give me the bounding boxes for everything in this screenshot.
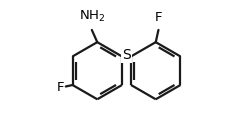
Text: S: S bbox=[122, 48, 130, 62]
Text: NH$_2$: NH$_2$ bbox=[78, 9, 105, 24]
Text: F: F bbox=[56, 81, 64, 94]
Text: F: F bbox=[154, 11, 162, 24]
